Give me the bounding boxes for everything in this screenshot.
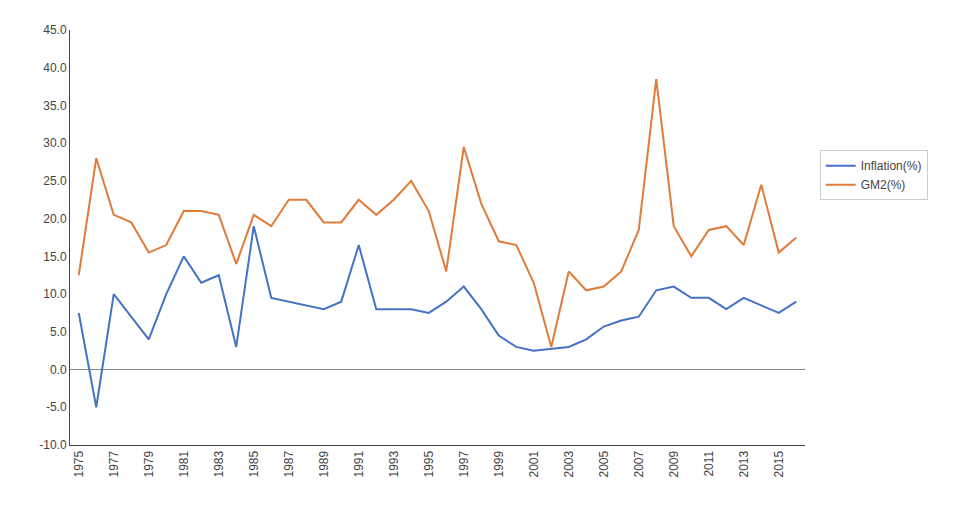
svg-text:2005: 2005 bbox=[597, 450, 611, 477]
svg-text:30.0: 30.0 bbox=[43, 136, 67, 150]
svg-text:GM2(%): GM2(%) bbox=[861, 178, 906, 192]
svg-text:-5.0: -5.0 bbox=[46, 400, 67, 414]
svg-text:45.0: 45.0 bbox=[43, 23, 67, 37]
svg-text:1983: 1983 bbox=[212, 450, 226, 477]
svg-text:1979: 1979 bbox=[142, 450, 156, 477]
svg-text:25.0: 25.0 bbox=[43, 174, 67, 188]
svg-text:1975: 1975 bbox=[72, 450, 86, 477]
svg-text:1977: 1977 bbox=[107, 450, 121, 477]
svg-text:1985: 1985 bbox=[247, 450, 261, 477]
svg-text:1993: 1993 bbox=[387, 450, 401, 477]
svg-text:2001: 2001 bbox=[527, 450, 541, 477]
svg-text:1987: 1987 bbox=[282, 450, 296, 477]
svg-text:2011: 2011 bbox=[702, 450, 716, 476]
svg-text:-10.0: -10.0 bbox=[39, 438, 67, 452]
svg-text:2007: 2007 bbox=[632, 450, 646, 477]
svg-text:2003: 2003 bbox=[562, 450, 576, 477]
svg-text:40.0: 40.0 bbox=[43, 61, 67, 75]
svg-text:1997: 1997 bbox=[457, 450, 471, 477]
svg-text:10.0: 10.0 bbox=[43, 287, 67, 301]
svg-text:1995: 1995 bbox=[422, 450, 436, 477]
svg-text:1981: 1981 bbox=[177, 450, 191, 477]
svg-text:20.0: 20.0 bbox=[43, 212, 67, 226]
svg-text:35.0: 35.0 bbox=[43, 99, 67, 113]
svg-text:0.0: 0.0 bbox=[50, 363, 67, 377]
svg-text:2009: 2009 bbox=[667, 450, 681, 477]
svg-text:1991: 1991 bbox=[352, 450, 366, 477]
svg-text:Inflation(%): Inflation(%) bbox=[861, 159, 922, 173]
svg-text:15.0: 15.0 bbox=[43, 250, 67, 264]
svg-text:1989: 1989 bbox=[317, 450, 331, 477]
svg-text:2015: 2015 bbox=[772, 450, 786, 477]
svg-text:2013: 2013 bbox=[737, 450, 751, 477]
svg-text:5.0: 5.0 bbox=[50, 325, 67, 339]
svg-text:1999: 1999 bbox=[492, 450, 506, 477]
